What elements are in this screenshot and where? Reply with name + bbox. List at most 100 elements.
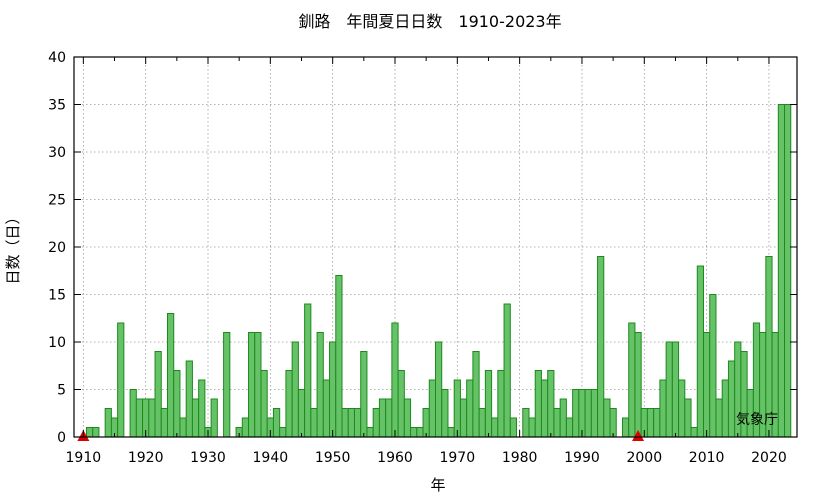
bar-1939 bbox=[260, 370, 268, 438]
bar-1990 bbox=[578, 389, 586, 438]
bar-1952 bbox=[341, 408, 349, 438]
bar-1965 bbox=[422, 408, 430, 438]
bar-1954 bbox=[353, 408, 362, 438]
bar-1950 bbox=[329, 341, 337, 438]
bar-2020 bbox=[765, 256, 773, 438]
x-tick-label: 1940 bbox=[253, 450, 289, 466]
bar-1927 bbox=[185, 360, 193, 438]
y-tick-label: 15 bbox=[48, 288, 66, 304]
x-tick-label: 2000 bbox=[626, 450, 662, 466]
bar-1933 bbox=[223, 332, 231, 438]
bar-1960 bbox=[391, 322, 399, 438]
y-axis-ticks: 0 5 10 15 20 25 30 35 40 bbox=[48, 50, 797, 446]
bar-1929 bbox=[198, 379, 206, 438]
y-tick-label: 5 bbox=[57, 383, 66, 399]
bar-1936 bbox=[241, 417, 250, 438]
bar-1949 bbox=[322, 379, 331, 438]
bar-1987 bbox=[559, 398, 567, 438]
source-credit: 気象庁 bbox=[736, 412, 778, 428]
bar-1961 bbox=[397, 370, 405, 438]
bar-1968 bbox=[441, 389, 449, 438]
bar-1995 bbox=[609, 408, 617, 438]
bar-1974 bbox=[478, 408, 486, 438]
bar-1964 bbox=[416, 427, 424, 438]
bar-1963 bbox=[410, 427, 418, 438]
bar-1955 bbox=[360, 351, 368, 438]
x-tick-label: 2010 bbox=[689, 450, 725, 466]
bar-1972 bbox=[466, 379, 474, 438]
y-tick-label: 0 bbox=[57, 430, 66, 446]
bar-1981 bbox=[522, 408, 530, 438]
bar-1969 bbox=[447, 427, 455, 438]
x-tick-label: 1970 bbox=[439, 450, 475, 466]
bar-1973 bbox=[472, 351, 480, 438]
bar-2002 bbox=[653, 408, 661, 438]
y-tick-label: 30 bbox=[48, 145, 66, 161]
x-tick-label: 1950 bbox=[315, 450, 351, 466]
bar-1976 bbox=[491, 417, 499, 438]
bar-1944 bbox=[291, 341, 299, 438]
bars-group bbox=[85, 104, 792, 438]
bar-1975 bbox=[484, 370, 493, 438]
bar-1937 bbox=[248, 332, 256, 438]
bar-2005 bbox=[671, 341, 680, 438]
marker-1999 bbox=[632, 430, 645, 441]
bar-2001 bbox=[646, 408, 655, 438]
bar-2023 bbox=[784, 104, 792, 438]
bar-1971 bbox=[459, 398, 468, 438]
bar-1985 bbox=[547, 370, 555, 438]
bar-2007 bbox=[684, 398, 692, 438]
bar-2022 bbox=[777, 104, 786, 438]
x-axis-ticks: 1910 1920 1930 1940 1950 1960 1970 1980 1990 2000… bbox=[66, 57, 787, 466]
bar-1945 bbox=[297, 389, 306, 438]
x-tick-label: 1980 bbox=[502, 450, 538, 466]
x-tick-label: 1910 bbox=[66, 450, 102, 466]
chart-title: 釧路 年間夏日日数 1910-2023年 bbox=[298, 12, 561, 31]
y-tick-label: 25 bbox=[48, 193, 66, 209]
y-tick-label: 10 bbox=[48, 335, 66, 351]
bar-1956 bbox=[366, 427, 374, 438]
bar-1994 bbox=[603, 398, 611, 438]
bar-1966 bbox=[428, 379, 437, 438]
bar-1958 bbox=[378, 398, 387, 438]
bar-1953 bbox=[347, 408, 355, 438]
bar-1916 bbox=[117, 322, 125, 438]
y-tick-label: 40 bbox=[48, 50, 66, 66]
bar-1986 bbox=[553, 408, 561, 438]
bar-1924 bbox=[166, 313, 175, 438]
bar-1919 bbox=[135, 398, 144, 438]
bar-1923 bbox=[160, 408, 168, 438]
bar-1977 bbox=[497, 370, 505, 438]
bar-2009 bbox=[696, 265, 705, 438]
bar-1914 bbox=[104, 408, 112, 438]
bar-1926 bbox=[179, 417, 187, 438]
bar-2011 bbox=[709, 294, 717, 438]
bar-1918 bbox=[129, 389, 137, 438]
bar-1967 bbox=[435, 341, 443, 438]
bar-1962 bbox=[403, 398, 412, 438]
x-tick-label: 1920 bbox=[128, 450, 164, 466]
bar-1957 bbox=[372, 408, 380, 438]
bar-1943 bbox=[285, 370, 293, 438]
bar-1983 bbox=[534, 370, 542, 438]
x-tick-label: 1960 bbox=[377, 450, 413, 466]
bar-1991 bbox=[584, 389, 592, 438]
bar-1992 bbox=[590, 389, 599, 438]
bar-1931 bbox=[210, 398, 218, 438]
y-axis-label: 日数（日） bbox=[4, 209, 22, 284]
bar-1970 bbox=[453, 379, 461, 438]
y-tick-label: 35 bbox=[48, 98, 66, 114]
bar-1948 bbox=[316, 332, 324, 438]
bar-1989 bbox=[572, 389, 580, 438]
x-tick-label: 2020 bbox=[751, 450, 787, 466]
bar-2013 bbox=[721, 379, 729, 438]
bar-1998 bbox=[628, 322, 636, 438]
x-tick-label: 1990 bbox=[564, 450, 600, 466]
bar-2010 bbox=[703, 332, 711, 438]
bar-1947 bbox=[310, 408, 318, 438]
bar-2004 bbox=[665, 341, 673, 438]
bar-1959 bbox=[385, 398, 393, 438]
bar-1997 bbox=[621, 417, 630, 438]
bar-2003 bbox=[659, 379, 667, 438]
